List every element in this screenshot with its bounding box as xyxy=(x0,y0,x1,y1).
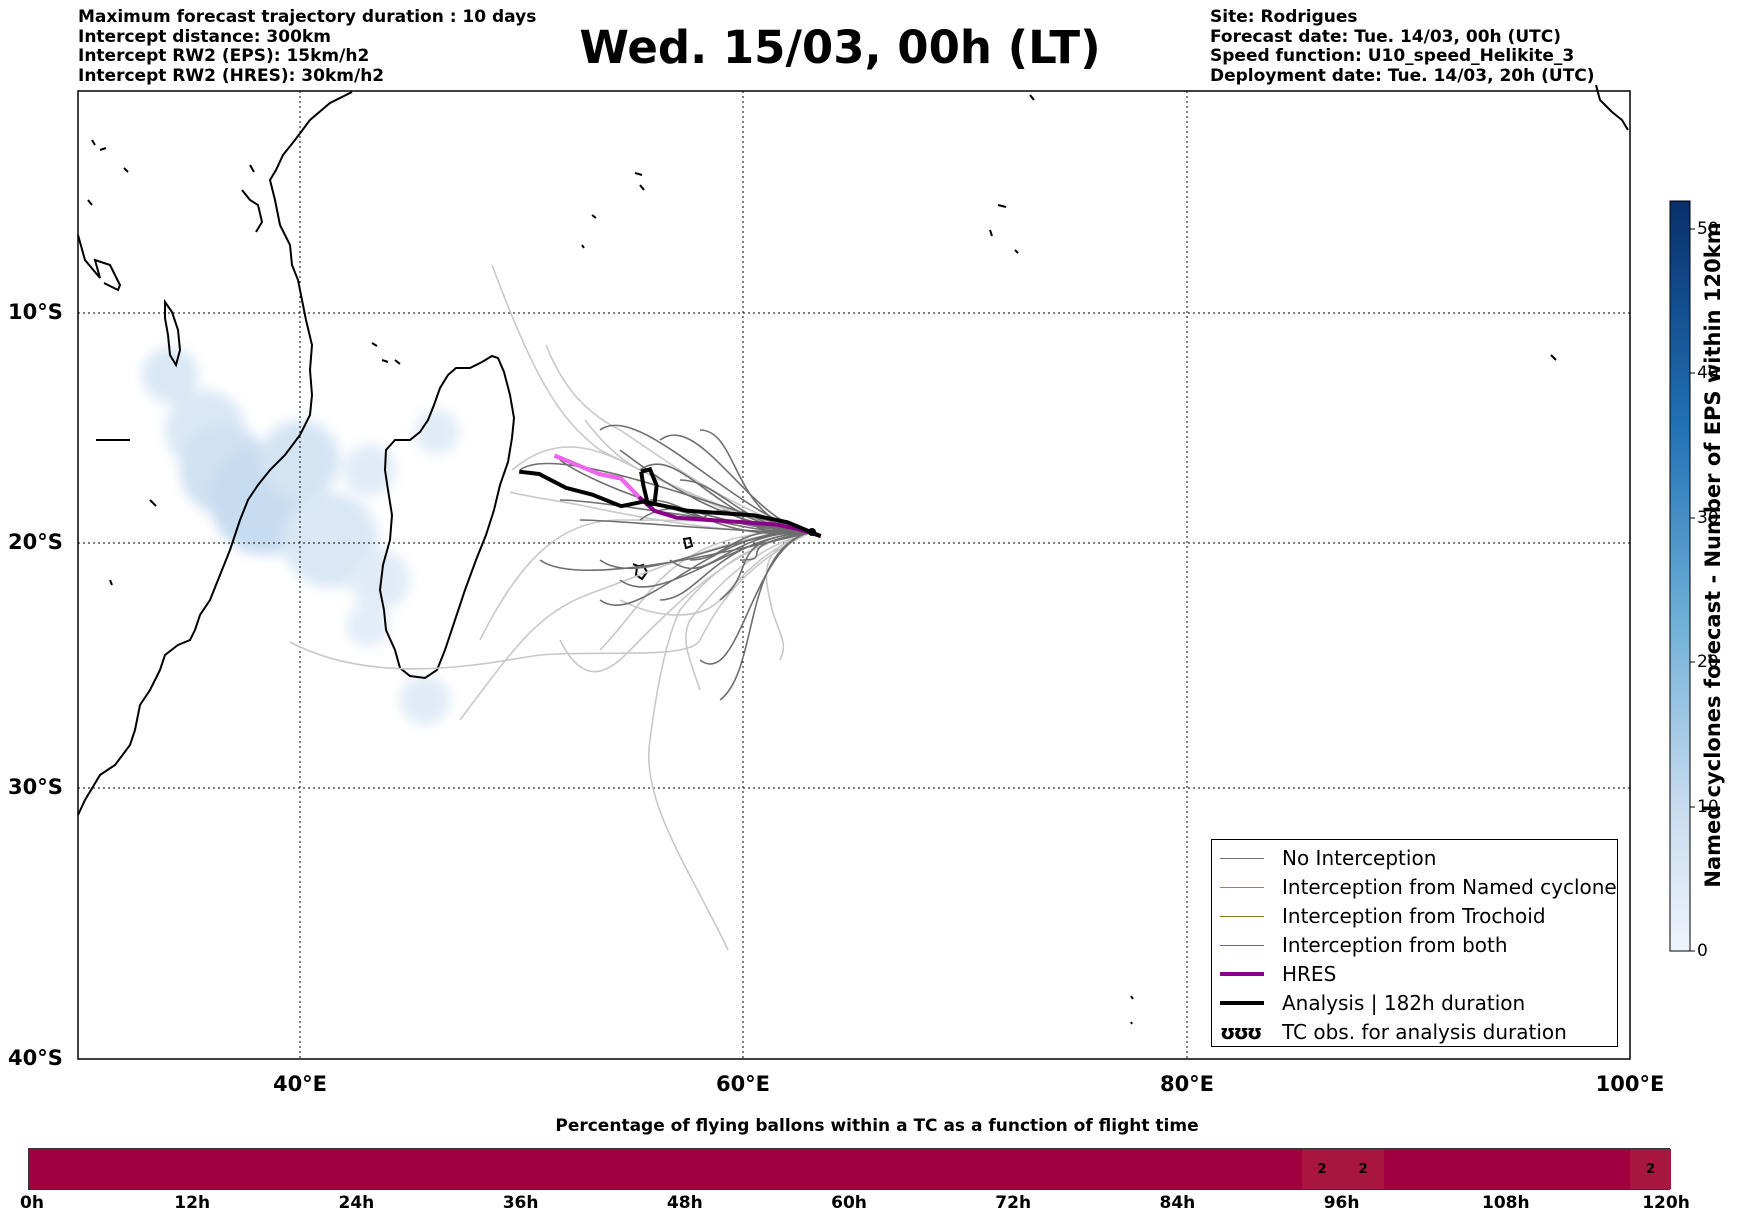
flight-time-bar: 2 2 2 xyxy=(28,1148,1671,1190)
colorbar-tick-label: 30 xyxy=(1697,508,1719,528)
legend-item-trochoid: Interception from Trochoid xyxy=(1220,903,1546,929)
analysis-track-loop xyxy=(639,467,659,506)
page-title: Wed. 15/03, 00h (LT) xyxy=(579,21,1101,74)
bar-cell: 2 xyxy=(1342,1149,1384,1189)
coastline-mauritius xyxy=(682,536,694,550)
coastline-amsterdam xyxy=(1130,995,1134,1025)
header-right-line: Site: Rodrigues xyxy=(1210,7,1358,27)
bar-tick-label: 0h xyxy=(20,1193,44,1213)
legend-label: Interception from Named cyclone xyxy=(1282,875,1617,899)
lon-label: 80°E xyxy=(1159,1072,1215,1096)
lon-label: 60°E xyxy=(715,1072,771,1096)
legend-swatch xyxy=(1220,886,1264,888)
tc-symbol-icon: ʊʊʊ xyxy=(1220,1020,1262,1044)
coastline-island xyxy=(164,298,182,368)
bar-cell: 2 xyxy=(1629,1149,1671,1189)
coastline-comoros xyxy=(371,342,401,365)
colorbar-tick-label: 0 xyxy=(1697,941,1708,961)
ensemble-track xyxy=(699,531,813,665)
legend-item-no-interception: No Interception xyxy=(1220,845,1436,871)
bar-tick-label: 12h xyxy=(174,1193,211,1213)
map-legend: No Interception Interception from Named … xyxy=(1211,839,1618,1047)
legend-label: Analysis | 182h duration xyxy=(1282,991,1526,1015)
legend-label: Interception from both xyxy=(1282,933,1508,957)
lat-label: 20°S xyxy=(8,530,63,554)
ensemble-track xyxy=(719,531,813,601)
coastline-mascarene xyxy=(634,563,649,581)
lat-label: 30°S xyxy=(8,775,63,799)
header-right-info: Site: Rodrigues Forecast date: Tue. 14/0… xyxy=(1210,7,1595,86)
bar-tick-label: 84h xyxy=(1159,1193,1196,1213)
header-left-line: Intercept distance: 300km xyxy=(78,26,331,47)
colorbar-tick-label: 10 xyxy=(1697,797,1719,817)
coastline-mozambique-channel xyxy=(96,439,157,586)
legend-label: Interception from Trochoid xyxy=(1282,904,1546,928)
legend-item-analysis: Analysis | 182h duration xyxy=(1220,990,1525,1016)
colorbar-title: Named cyclones forecast - Number of EPS … xyxy=(1701,222,1725,888)
legend-swatch xyxy=(1220,1001,1264,1005)
colorbar-tick-label: 40 xyxy=(1697,363,1719,383)
legend-swatch xyxy=(1220,944,1264,946)
coastline-africa xyxy=(77,91,353,816)
coastline-cocos xyxy=(1550,354,1557,361)
colorbar xyxy=(1669,200,1691,952)
colorbar-ticks xyxy=(1690,228,1695,952)
header-right-line: Deployment date: Tue. 14/03, 20h (UTC) xyxy=(1210,65,1595,86)
bar-tick-label: 60h xyxy=(831,1193,867,1213)
colorbar-tick-label: 20 xyxy=(1697,652,1719,672)
header-right-line: Forecast date: Tue. 14/03, 00h (UTC) xyxy=(1210,26,1561,47)
colorbar-tick-label: 50 xyxy=(1697,219,1719,239)
coastline-northeast xyxy=(1029,84,1629,131)
map-frame xyxy=(77,90,1631,1060)
lon-label: 40°E xyxy=(272,1072,328,1096)
bar-tick-label: 120h xyxy=(1642,1193,1690,1213)
coastline-seychelles xyxy=(581,172,645,249)
bar-tick-label: 24h xyxy=(338,1193,375,1213)
legend-item-hres: HRES xyxy=(1220,961,1336,987)
bar-tick-label: 36h xyxy=(502,1193,539,1213)
lat-label: 40°S xyxy=(8,1046,63,1070)
coastline-chagos xyxy=(989,204,1019,254)
bar-tick-label: 108h xyxy=(1482,1193,1530,1213)
bar-tick-label: 96h xyxy=(1323,1193,1360,1213)
legend-swatch xyxy=(1220,972,1264,976)
header-left-info: Maximum forecast trajectory duration : 1… xyxy=(78,7,537,86)
bar-cell: 2 xyxy=(1301,1149,1343,1189)
header-right-line: Speed function: U10_speed_Helikite_3 xyxy=(1210,46,1575,66)
legend-label: HRES xyxy=(1282,962,1337,986)
ensemble-track xyxy=(669,531,813,570)
legend-item-tc-obs: ʊʊʊ TC obs. for analysis duration xyxy=(1220,1019,1567,1045)
ensemble-track xyxy=(539,531,813,571)
legend-label: TC obs. for analysis duration xyxy=(1282,1020,1567,1044)
ensemble-track xyxy=(719,531,813,701)
legend-swatch xyxy=(1220,915,1264,917)
map-gridlines xyxy=(78,91,1630,1059)
cyclone-density-shading xyxy=(142,347,459,725)
legend-item-both: Interception from both xyxy=(1220,932,1508,958)
header-left-line: Intercept RW2 (HRES): 30km/h2 xyxy=(78,65,385,86)
coastlines xyxy=(77,84,1629,1025)
deployment-site-marker xyxy=(808,528,816,536)
hres-track-early xyxy=(553,453,641,499)
coastline-madagascar xyxy=(378,354,516,680)
bottom-bar-title: Percentage of flying ballons within a TC… xyxy=(555,1116,1199,1136)
lon-label: 100°E xyxy=(1595,1072,1665,1096)
bar-tick-label: 72h xyxy=(995,1193,1032,1213)
lat-label: 10°S xyxy=(8,300,63,324)
legend-label: No Interception xyxy=(1282,846,1437,870)
legend-swatch xyxy=(1220,857,1264,859)
coastline-east-africa-islands xyxy=(87,139,264,233)
bar-tick-label: 48h xyxy=(666,1193,703,1213)
legend-item-named-cyclone: Interception from Named cyclone xyxy=(1220,874,1617,900)
header-left-line: Intercept RW2 (EPS): 15km/h2 xyxy=(78,46,370,66)
header-left-line: Maximum forecast trajectory duration : 1… xyxy=(78,7,537,27)
ensemble-track xyxy=(739,531,813,561)
